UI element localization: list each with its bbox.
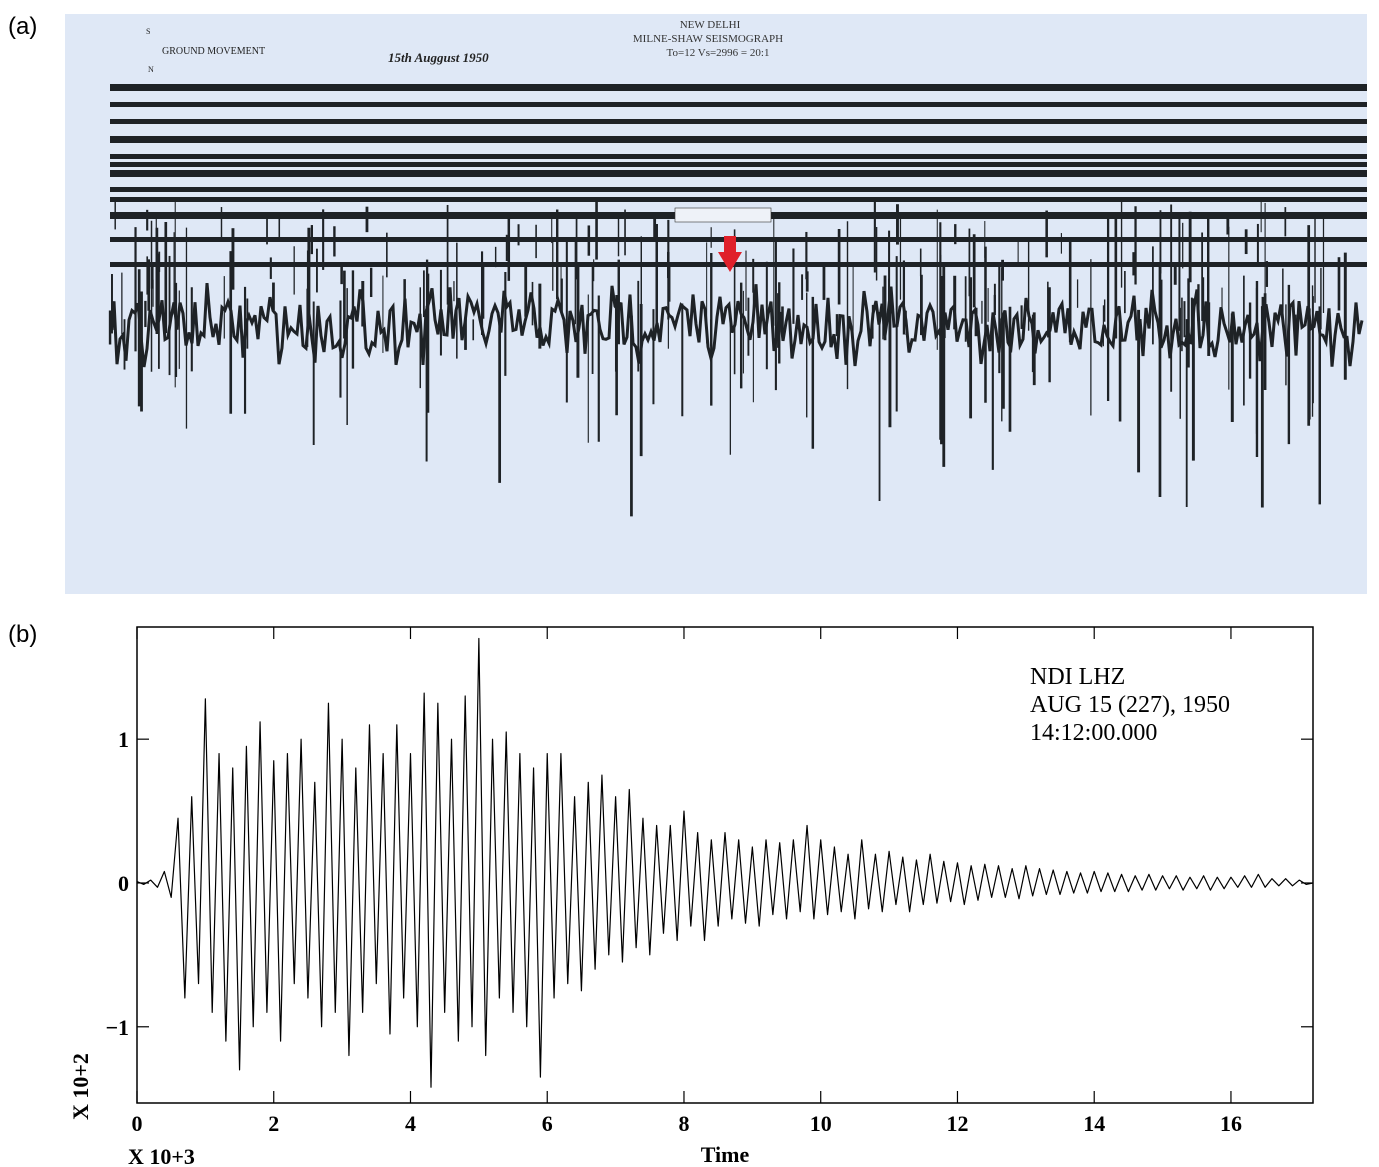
panel-label: (a) xyxy=(8,13,37,40)
main-trace xyxy=(110,282,1364,368)
trace xyxy=(110,237,1367,242)
trace xyxy=(110,84,1367,91)
x-tick-label: 10 xyxy=(810,1111,832,1136)
date: 15th Auggust 1950 xyxy=(388,50,489,65)
x-tick-label: 0 xyxy=(132,1111,143,1136)
trace xyxy=(110,136,1367,143)
annotation: 14:12:00.000 xyxy=(1030,720,1157,746)
x-tick-label: 12 xyxy=(946,1111,968,1136)
seismogram-photo xyxy=(65,14,1367,594)
x-tick-label: 8 xyxy=(678,1111,689,1136)
photo-text: NEW DELHI MILNE-SHAW SEISMOGRAPH To=12 V… xyxy=(146,19,783,74)
red-arrow xyxy=(718,236,742,272)
component: GROUND MOVEMENT xyxy=(162,46,265,57)
x-tick-label: 6 xyxy=(542,1111,553,1136)
trace xyxy=(110,119,1367,124)
annotation: AUG 15 (227), 1950 xyxy=(1030,692,1230,718)
x-tick-label: 4 xyxy=(405,1111,416,1136)
y-multiplier: X 10+2 xyxy=(68,1053,93,1120)
annotation: NDI LHZ xyxy=(1030,664,1125,690)
y-tick-label: −1 xyxy=(105,1015,129,1040)
station: NEW DELHI xyxy=(680,19,741,31)
waveform xyxy=(136,637,1314,1088)
y-tick-label: 0 xyxy=(118,871,129,896)
compass: S xyxy=(146,27,150,36)
trace xyxy=(110,170,1367,177)
plot-frame xyxy=(136,626,1314,1104)
trace xyxy=(110,154,1367,159)
trace xyxy=(110,102,1367,107)
trace xyxy=(110,197,1367,202)
panel-label: (b) xyxy=(8,621,37,648)
note-label xyxy=(674,207,772,223)
constants: To=12 Vs=2996 = 20:1 xyxy=(667,47,770,59)
y-tick-label: 1 xyxy=(118,727,129,752)
trace xyxy=(110,262,1367,267)
x-tick-label: 14 xyxy=(1083,1111,1105,1136)
x-axis-label: Time xyxy=(701,1142,750,1167)
instrument: MILNE-SHAW SEISMOGRAPH xyxy=(633,33,783,45)
compass: N xyxy=(148,65,154,74)
x-tick-label: 2 xyxy=(268,1111,279,1136)
x-multiplier: X 10+3 xyxy=(128,1144,195,1167)
trace xyxy=(110,187,1367,192)
trace xyxy=(110,162,1367,167)
chart: NDI LHZ AUG 15 (227), 1950 14:12:00.000 … xyxy=(68,626,1314,1167)
x-tick-label: 16 xyxy=(1220,1111,1242,1136)
